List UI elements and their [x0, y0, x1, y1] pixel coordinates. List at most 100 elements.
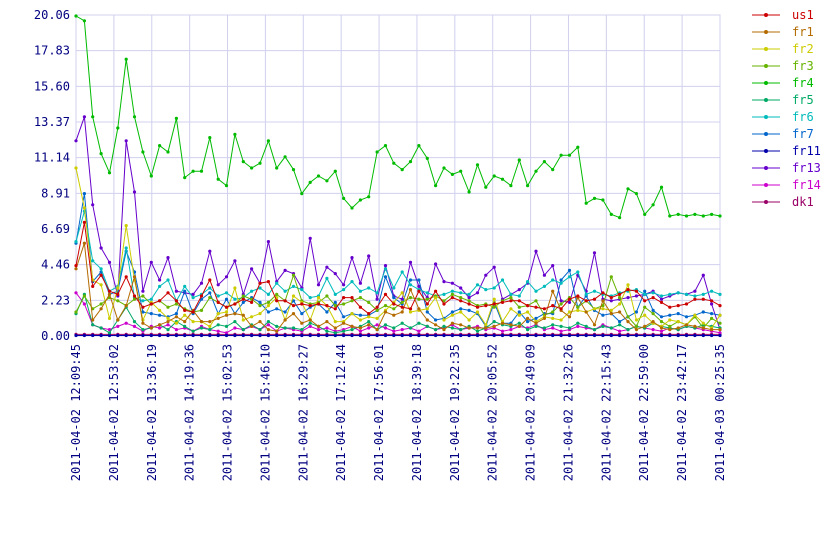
data-point — [576, 333, 580, 338]
data-point — [141, 310, 145, 314]
data-point — [166, 305, 170, 309]
y-tick-label: 8.91 — [41, 186, 70, 200]
data-point — [325, 265, 329, 269]
data-point — [266, 304, 270, 308]
data-point — [283, 299, 287, 303]
data-point — [609, 275, 613, 279]
data-point — [174, 116, 178, 120]
legend-item-fr6: fr6 — [752, 110, 814, 124]
data-point — [459, 296, 463, 300]
data-point — [693, 313, 697, 317]
y-tick-label: 0.00 — [41, 329, 70, 343]
data-point — [141, 305, 145, 309]
data-point — [233, 320, 237, 324]
series-line-fr1 — [75, 243, 720, 332]
data-point — [316, 283, 321, 287]
data-point — [534, 305, 538, 309]
data-point — [601, 307, 605, 311]
data-point — [551, 289, 555, 293]
data-point — [651, 312, 655, 316]
data-point — [124, 57, 128, 61]
data-point — [107, 289, 112, 293]
data-point — [132, 324, 137, 328]
data-point — [659, 320, 664, 324]
data-point — [618, 323, 622, 327]
data-point — [651, 320, 655, 324]
data-point — [283, 326, 287, 330]
data-point — [208, 328, 212, 332]
data-point — [450, 313, 454, 317]
data-point — [517, 294, 521, 298]
data-point — [99, 302, 103, 306]
data-point — [626, 187, 630, 191]
data-point — [375, 305, 379, 309]
data-point — [383, 326, 388, 330]
y-tick-label: 4.46 — [41, 258, 70, 272]
data-point — [400, 310, 404, 314]
data-point — [375, 291, 379, 295]
data-point — [559, 307, 563, 311]
data-point — [166, 150, 170, 154]
data-point — [191, 320, 195, 324]
data-point — [534, 316, 538, 320]
data-point — [500, 278, 505, 282]
data-point — [450, 289, 454, 293]
data-point — [475, 305, 480, 309]
data-point — [325, 179, 329, 183]
x-tick-label: 2011-04-02 22:59:00 — [637, 344, 651, 481]
data-point — [333, 169, 337, 173]
data-point — [208, 278, 212, 282]
data-point — [74, 139, 78, 143]
data-point — [718, 214, 722, 218]
data-point — [517, 324, 521, 328]
data-point — [308, 321, 312, 325]
data-point — [434, 328, 438, 332]
data-point — [417, 333, 421, 338]
data-point — [400, 333, 404, 338]
legend-marker — [764, 115, 768, 119]
data-point — [149, 333, 153, 338]
data-point — [82, 241, 86, 245]
data-point — [400, 328, 404, 332]
data-point — [693, 333, 697, 338]
data-point — [551, 316, 555, 320]
data-point — [475, 291, 480, 295]
data-point — [475, 326, 480, 330]
data-point — [258, 300, 262, 304]
data-point — [651, 203, 655, 207]
data-point — [668, 313, 672, 317]
legend-item-fr2: fr2 — [752, 42, 814, 56]
data-point — [626, 320, 630, 324]
data-point — [567, 153, 572, 157]
data-point — [383, 292, 388, 296]
data-point — [559, 329, 563, 333]
data-point — [492, 333, 496, 338]
data-point — [693, 289, 697, 293]
data-point — [82, 302, 86, 306]
data-point — [300, 312, 304, 316]
data-point — [250, 289, 254, 293]
data-point — [325, 276, 329, 280]
data-point — [459, 169, 463, 173]
data-point — [308, 236, 312, 240]
data-point — [559, 299, 563, 303]
data-point — [325, 329, 329, 333]
data-point — [266, 310, 270, 314]
data-point — [107, 331, 112, 335]
data-point — [166, 328, 170, 332]
data-point — [99, 333, 103, 338]
data-point — [526, 280, 530, 284]
data-point — [442, 299, 446, 303]
data-point — [141, 294, 145, 298]
data-point — [132, 333, 137, 338]
data-point — [509, 299, 513, 303]
data-point — [668, 292, 672, 296]
data-point — [342, 329, 346, 333]
data-point — [283, 289, 287, 293]
data-point — [492, 302, 496, 306]
data-point — [559, 318, 563, 322]
legend-marker — [764, 47, 768, 51]
data-point — [467, 326, 471, 330]
data-point — [358, 305, 362, 309]
data-point — [141, 333, 145, 338]
